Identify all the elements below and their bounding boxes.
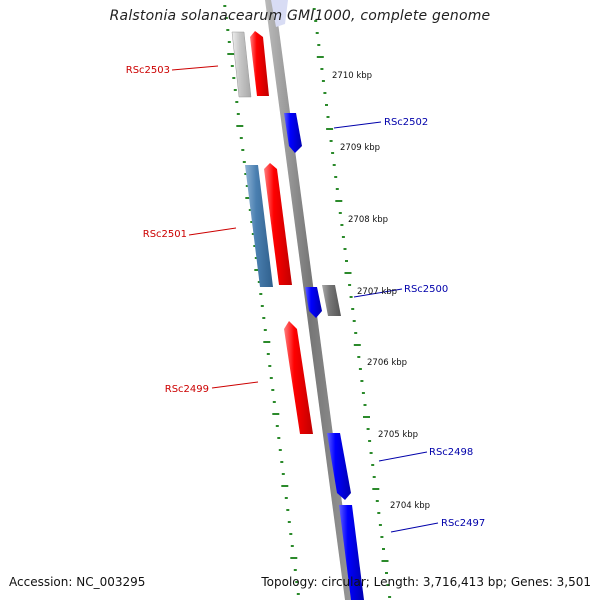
gene-label-rsc2502[interactable]: RSc2502 [384,117,428,128]
gene-rsc2503[interactable] [250,31,269,96]
kbp-label-2705: 2705 kbp [378,430,418,440]
genome-summary-text: Topology: circular; Length: 3,716,413 bp… [261,575,591,589]
leader-lines [171,65,439,533]
kbp-label-2710: 2710 kbp [332,71,372,81]
gene-top-fragment[interactable] [271,0,288,27]
gene-rsc2501-paralog[interactable] [245,165,273,287]
gene-label-rsc2500[interactable]: RSc2500 [404,284,448,295]
gene-rsc2497[interactable] [339,505,364,600]
gene-label-rsc2499[interactable]: RSc2499 [165,384,209,395]
gene-label-rsc2497[interactable]: RSc2497 [441,518,485,529]
gene-rsc2500-neighbor[interactable] [322,285,341,316]
kbp-label-2707: 2707 kbp [357,287,397,297]
gene-rsc2499[interactable] [284,321,313,434]
kbp-label-2704: 2704 kbp [390,501,430,511]
kbp-label-2708: 2708 kbp [348,215,388,225]
gene-rsc2503-paralog[interactable] [231,31,252,98]
accession-text: Accession: NC_003295 [9,575,146,589]
page-title: Ralstonia solanacearum GMI1000, complete… [109,8,491,24]
gene-rsc2502[interactable] [284,113,302,153]
gene-rsc2498[interactable] [327,433,351,500]
gene-rsc2500[interactable] [305,287,322,318]
kbp-label-2706: 2706 kbp [367,358,407,368]
gene-label-rsc2503[interactable]: RSc2503 [126,65,170,76]
gene-label-rsc2501[interactable]: RSc2501 [143,229,187,240]
kbp-label-2709: 2709 kbp [340,143,380,153]
gene-rsc2501[interactable] [264,163,292,285]
gene-label-rsc2498[interactable]: RSc2498 [429,447,473,458]
